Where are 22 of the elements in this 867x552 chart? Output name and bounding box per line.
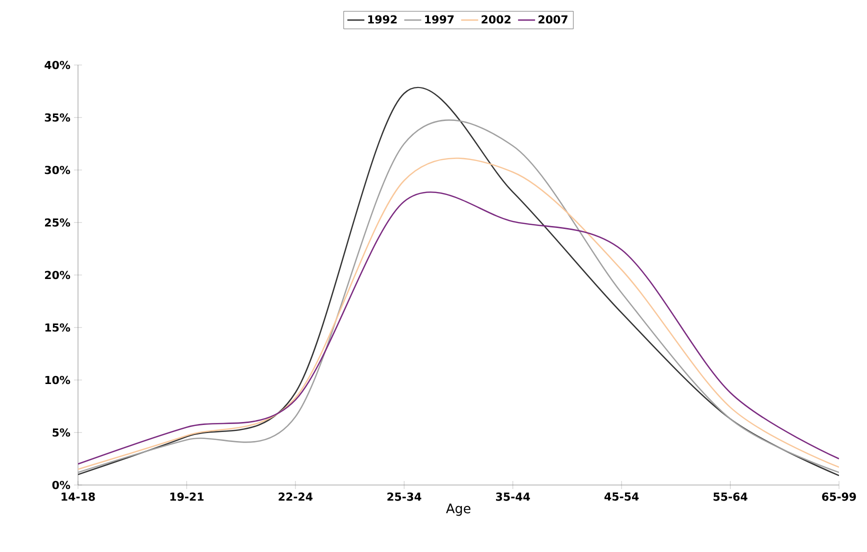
x-tick-label: 14-18 (62, 492, 95, 501)
y-tick-label: 30% (44, 166, 70, 174)
y-tick-label: 40% (44, 60, 70, 70)
legend-label: 2002 (482, 15, 510, 24)
y-tick-label: 0% (52, 480, 70, 490)
x-tick-label: 19-21 (170, 492, 204, 501)
y-tick-label: 25% (45, 218, 70, 227)
x-tick-label: 25-34 (387, 492, 422, 501)
y-tick-label: 10% (45, 376, 70, 384)
y-tick-label: 35% (44, 113, 70, 122)
y-tick-label: 15% (45, 323, 70, 332)
legend-label: 1992 (368, 15, 397, 24)
x-tick-label: 22-24 (278, 492, 313, 501)
x-tick-label: 45-54 (604, 492, 639, 501)
y-tick-label: 5% (52, 428, 70, 437)
x-tick-label: 65-99 (822, 492, 856, 501)
legend-label: 1997 (425, 15, 454, 24)
x-axis-title: Age (446, 504, 470, 516)
x-tick-label: 55-64 (714, 492, 748, 501)
x-tick-label: 35-44 (496, 492, 530, 501)
legend-label: 2007 (538, 15, 568, 24)
y-tick-label: 20% (45, 270, 70, 280)
